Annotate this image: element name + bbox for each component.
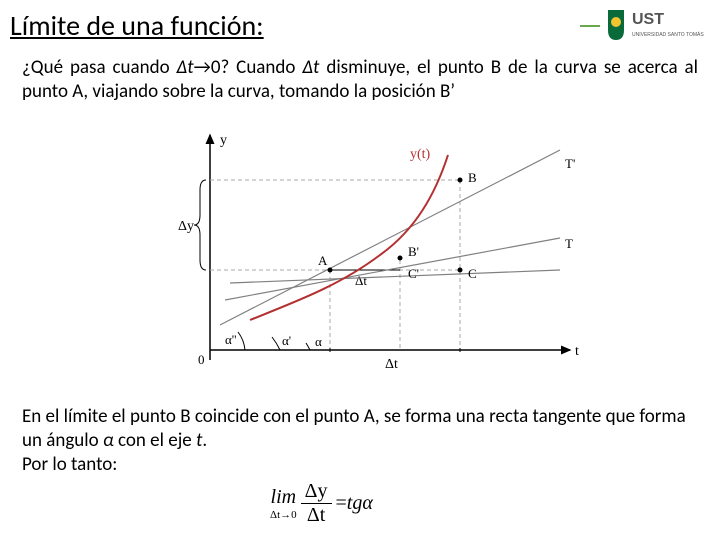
paragraph-1: ¿Qué pasa cuando Δt→0? Cuando Δt disminu… — [22, 56, 698, 104]
ust-logo: UST UNIVERSIDAD SANTO TOMÁS — [580, 6, 710, 46]
p2-l2: Por lo tanto: — [22, 453, 117, 476]
eq-eq: = — [336, 492, 347, 515]
logo-full: UNIVERSIDAD SANTO TOMÁS — [632, 31, 704, 38]
Cp-label: C' — [408, 266, 419, 281]
p2-alpha: α — [103, 429, 114, 452]
eq-rhs: tgα — [347, 492, 373, 515]
slide-title: Límite de una función: — [10, 8, 264, 43]
dy-brace — [194, 180, 206, 270]
alpha0-label: α — [315, 334, 322, 349]
angle-arc-3 — [306, 343, 310, 350]
tangent — [230, 270, 560, 283]
p1-dt1: Δt — [177, 56, 194, 79]
A-label: A — [318, 253, 328, 268]
origin-label: 0 — [198, 352, 205, 367]
secant-1 — [220, 150, 560, 325]
eq-lim: lim — [271, 486, 297, 509]
Bp-label: B' — [408, 244, 419, 259]
p2-b: con el eje — [114, 429, 196, 452]
eq-num: Δy — [301, 480, 332, 504]
t-label: t — [575, 344, 579, 359]
y-label: y — [220, 133, 227, 148]
Tp-label: T' — [565, 156, 575, 171]
limit-equation: lim Δt→0 Δy Δt = tgα — [270, 480, 373, 527]
dt-big-label: Δt — [385, 357, 398, 372]
alpha1-label: α' — [282, 333, 291, 348]
limit-diagram: y t 0 Δy Δt Δt α'' α' α y(t) — [130, 130, 590, 390]
C-label: C — [468, 266, 477, 281]
p1-a: ¿Qué pasa cuando — [22, 56, 177, 79]
eq-sub: Δt→0 — [270, 509, 297, 521]
point-Bp — [398, 256, 403, 261]
p1-dt2: Δt — [302, 56, 319, 79]
slide: Límite de una función: UST UNIVERSIDAD S… — [0, 0, 720, 540]
point-C — [458, 268, 463, 273]
logo-abbrev: UST — [632, 11, 664, 28]
curve — [250, 155, 448, 320]
point-B — [458, 178, 463, 183]
paragraph-2: En el límite el punto B coincide con el … — [22, 405, 698, 476]
alpha2-label: α'' — [225, 332, 237, 347]
p1-zero: 0? Cuando — [211, 56, 302, 79]
angle-arc-2 — [272, 337, 280, 350]
sun-icon — [611, 17, 621, 27]
dy-label: Δy — [178, 219, 194, 234]
secant-2 — [225, 238, 560, 300]
yt-label: y(t) — [410, 147, 431, 162]
eq-den: Δt — [303, 504, 329, 527]
p2-c: . — [202, 429, 207, 452]
B-label: B — [468, 170, 477, 185]
eq-fraction: Δy Δt — [301, 480, 332, 527]
p1-arrow: → — [194, 56, 211, 79]
T-label: T — [565, 236, 573, 251]
angle-arc-1 — [238, 332, 245, 350]
point-A — [328, 268, 333, 273]
